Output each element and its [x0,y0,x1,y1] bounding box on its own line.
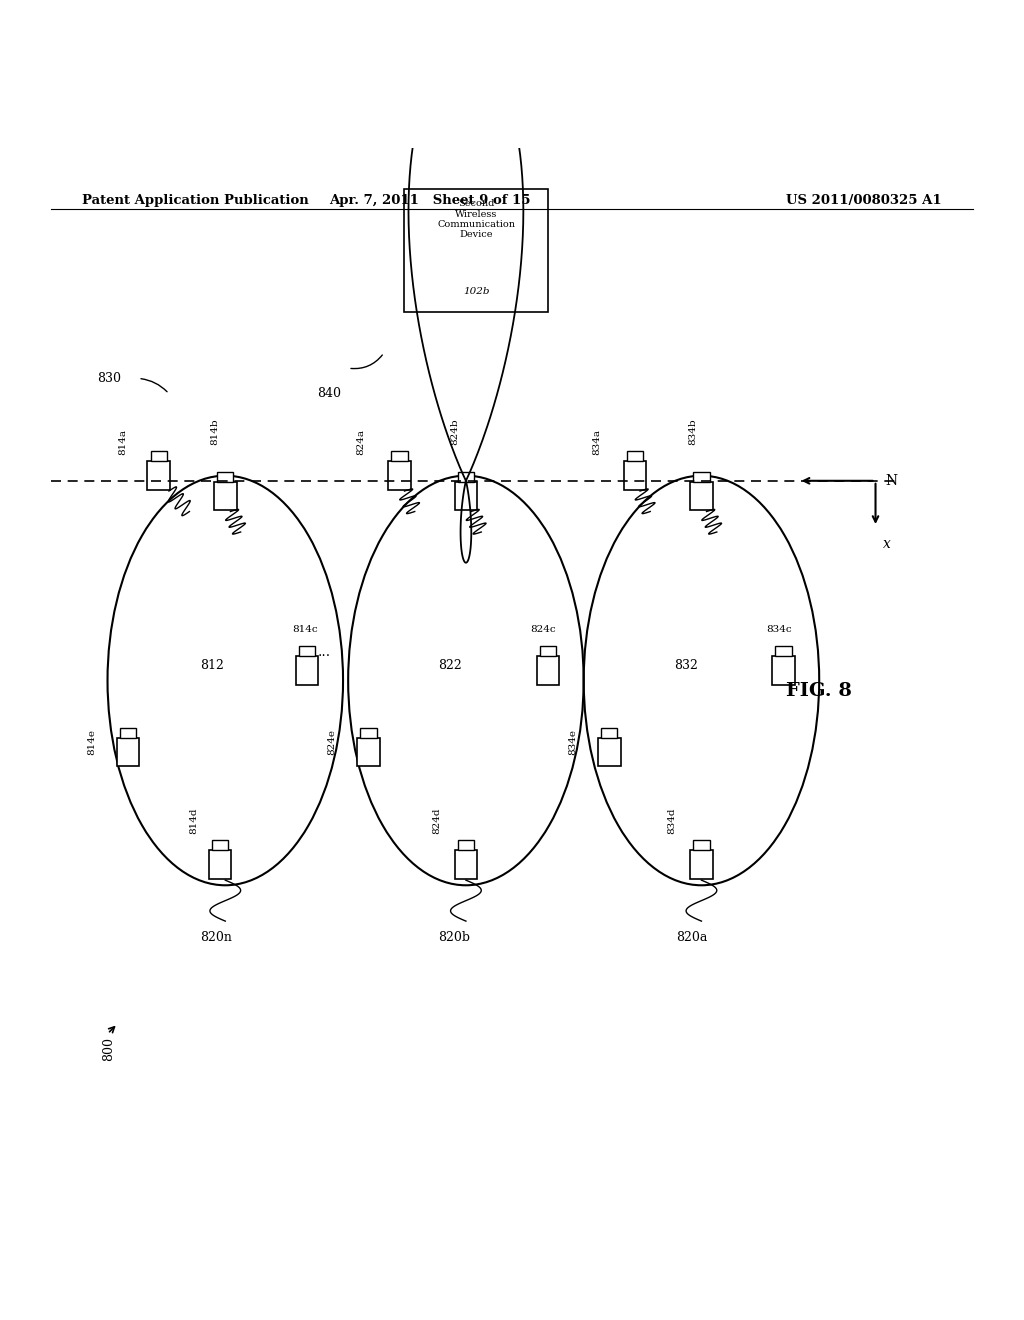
Bar [690,482,713,511]
Bar [151,451,167,462]
Text: x: x [883,537,891,552]
Bar [357,738,380,767]
Text: 824b: 824b [451,418,460,445]
Bar [693,841,710,850]
Bar [775,645,792,656]
Bar [455,850,477,879]
Text: Second
Wireless
Communication
Device: Second Wireless Communication Device [437,199,515,239]
Text: 834c: 834c [766,626,792,635]
Bar [214,482,237,511]
Text: 834a: 834a [592,429,601,455]
Bar [212,841,228,850]
Text: 824e: 824e [328,729,337,755]
Text: 824a: 824a [356,429,366,455]
Text: 834d: 834d [668,808,677,834]
Text: 814a: 814a [118,429,127,455]
Text: US 2011/0080325 A1: US 2011/0080325 A1 [786,194,942,207]
Text: 820b: 820b [438,932,470,944]
Bar [388,462,411,490]
Text: 824c: 824c [530,626,556,635]
Bar [455,482,477,511]
Text: ...: ... [317,644,331,659]
Text: 814e: 814e [87,729,96,755]
Bar [690,850,713,879]
Text: 832: 832 [674,659,697,672]
Text: 814d: 814d [189,808,199,834]
Text: 814b: 814b [210,418,219,445]
Text: 830: 830 [97,372,121,385]
Bar [458,841,474,850]
Bar [693,471,710,482]
Text: Patent Application Publication: Patent Application Publication [82,194,308,207]
Bar [772,656,795,685]
Bar [601,727,617,738]
Text: 840: 840 [317,387,341,400]
Bar [627,451,643,462]
Text: 820n: 820n [200,932,231,944]
Text: 102b: 102b [463,288,489,297]
Bar [458,471,474,482]
Text: Apr. 7, 2011   Sheet 9 of 15: Apr. 7, 2011 Sheet 9 of 15 [330,194,530,207]
Text: 800: 800 [102,1038,116,1061]
Text: 820a: 820a [676,932,708,944]
Bar [299,645,315,656]
Bar [540,645,556,656]
Bar [147,462,170,490]
Bar [537,656,559,685]
Bar [120,727,136,738]
Bar [209,850,231,879]
Bar [391,451,408,462]
Text: 814c: 814c [292,626,317,635]
Bar [217,471,233,482]
Text: 822: 822 [438,659,462,672]
Text: 824d: 824d [432,808,441,834]
Text: 812: 812 [200,659,223,672]
Text: N: N [886,474,898,488]
Text: FIG. 8: FIG. 8 [786,681,852,700]
Text: 834e: 834e [568,729,578,755]
Bar [598,738,621,767]
Bar [296,656,318,685]
Text: 834b: 834b [688,418,697,445]
Bar [117,738,139,767]
Bar [404,189,548,312]
Bar [360,727,377,738]
Bar [624,462,646,490]
